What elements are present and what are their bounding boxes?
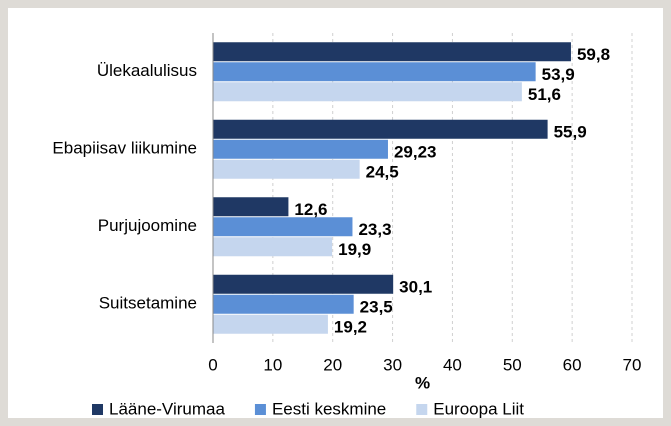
value-label: 29,23 xyxy=(394,143,437,162)
value-label: 55,9 xyxy=(554,123,587,142)
x-tick-label: 20 xyxy=(323,355,342,374)
bar xyxy=(213,237,333,257)
value-label: 12,6 xyxy=(294,200,327,219)
value-label: 30,1 xyxy=(399,278,432,297)
bar xyxy=(213,159,360,179)
bar xyxy=(213,82,522,102)
bar xyxy=(213,119,548,139)
value-label: 23,5 xyxy=(360,298,393,317)
x-tick-label: 70 xyxy=(623,355,642,374)
value-label: 51,6 xyxy=(528,85,561,104)
x-tick-label: 60 xyxy=(563,355,582,374)
bar xyxy=(213,197,289,217)
y-tick-label: Purjujoomine xyxy=(98,216,197,235)
x-axis-label: % xyxy=(415,373,430,392)
legend-swatch xyxy=(254,404,266,415)
x-tick-label: 30 xyxy=(383,355,402,374)
value-label: 53,9 xyxy=(542,65,575,84)
legend-label: Lääne-Virumaa xyxy=(109,399,225,418)
bar xyxy=(213,42,571,62)
y-tick-label: Suitsetamine xyxy=(99,294,197,313)
x-tick-label: 10 xyxy=(263,355,282,374)
y-tick-label: Ülekaalulisus xyxy=(97,61,197,80)
bar xyxy=(213,62,536,82)
legend-label: Euroopa Liit xyxy=(433,399,524,418)
y-tick-label: Ebapiisav liikumine xyxy=(52,139,197,158)
value-label: 19,9 xyxy=(338,240,371,259)
bar xyxy=(213,314,328,334)
legend-swatch xyxy=(92,404,103,415)
x-tick-label: 40 xyxy=(443,355,462,374)
value-label: 19,2 xyxy=(334,318,367,337)
bar xyxy=(213,217,353,237)
bar xyxy=(213,274,394,294)
bar xyxy=(213,139,388,159)
x-tick-label: 50 xyxy=(503,355,522,374)
value-label: 59,8 xyxy=(577,45,610,64)
x-tick-label: 0 xyxy=(208,355,217,374)
value-label: 23,3 xyxy=(358,220,391,239)
legend-label: Eesti keskmine xyxy=(272,399,386,418)
legend-swatch xyxy=(416,404,428,415)
bar xyxy=(213,294,354,314)
value-label: 24,5 xyxy=(366,163,399,182)
